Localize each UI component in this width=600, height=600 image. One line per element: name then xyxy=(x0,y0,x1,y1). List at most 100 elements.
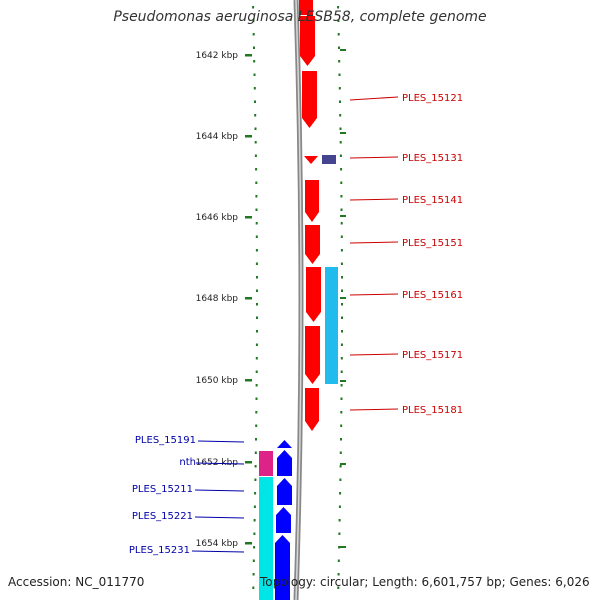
ruler-dot-left xyxy=(253,519,256,522)
ruler-dot-left xyxy=(254,100,256,103)
cds-arrow xyxy=(305,225,320,264)
ruler-dot-left xyxy=(252,33,255,36)
gene-label-left: PLES_15191 xyxy=(135,435,196,446)
ruler-dot-right xyxy=(340,168,343,171)
scale-tick xyxy=(245,461,252,464)
ruler-dot-right xyxy=(340,343,343,346)
ruler-dot-left xyxy=(252,573,255,576)
ruler-dot-left xyxy=(253,546,256,549)
ruler-dot-left xyxy=(254,465,257,468)
gene-label-left: PLES_15221 xyxy=(132,511,193,522)
ruler-dot-left xyxy=(254,141,257,144)
genome-title: Pseudomonas aeruginosa LESB58, complete … xyxy=(113,9,487,25)
gene-label-right: PLES_15121 xyxy=(402,93,463,104)
ruler-dash-right xyxy=(340,380,346,382)
ruler-dot-left xyxy=(252,586,255,589)
scale-tick-label: 1642 kbp xyxy=(196,51,239,61)
ruler-dot-left xyxy=(255,249,258,252)
scale-tick-label: 1648 kbp xyxy=(196,294,239,304)
ruler-dot-left xyxy=(255,438,257,441)
ruler-dot-left xyxy=(256,303,258,306)
feature-cyan xyxy=(259,477,273,600)
ruler-dot-left xyxy=(255,370,258,373)
ruler-dot-left xyxy=(255,357,258,360)
ruler-dot-left xyxy=(253,532,256,535)
gene-leader-line xyxy=(349,353,399,356)
cds-rev-arrow xyxy=(277,478,292,505)
ruler-dot-left xyxy=(255,424,258,427)
ruler-dot-right xyxy=(340,181,343,184)
ruler-dot-right xyxy=(341,303,343,306)
ruler-dot-left xyxy=(256,276,258,279)
ruler-dot-left xyxy=(255,168,258,171)
ruler-dot-left xyxy=(253,73,256,76)
gene-label-right: PLES_15161 xyxy=(402,290,463,301)
ruler-dash-right xyxy=(340,463,346,465)
ruler-dot-left xyxy=(255,384,258,387)
feature-magenta xyxy=(259,451,273,476)
ruler-dot-left xyxy=(254,492,257,495)
gene-leader-line xyxy=(194,489,245,492)
ruler-dot-right xyxy=(339,451,342,454)
feature-lightblue xyxy=(325,267,338,384)
cds-segment-top xyxy=(299,0,313,15)
scale-tick xyxy=(245,542,252,545)
scale-tick xyxy=(245,297,252,300)
ruler-dot-left xyxy=(253,46,255,49)
gene-label-right: PLES_15131 xyxy=(402,153,463,164)
cds-rev-arrow xyxy=(277,450,292,476)
ruler-dot-right xyxy=(340,208,343,211)
gene-leader-line xyxy=(194,516,245,519)
ruler-dot-right xyxy=(341,316,343,319)
ruler-dot-right xyxy=(338,73,341,76)
ruler-dot-right xyxy=(339,114,342,117)
ruler-dot-right xyxy=(339,492,342,495)
scale-tick xyxy=(245,54,252,57)
ruler-dash-right xyxy=(340,215,346,217)
cds-arrow xyxy=(300,16,315,66)
ruler-dot-left xyxy=(255,235,258,238)
ruler-dot-left xyxy=(255,181,258,184)
gene-label-right: PLES_15181 xyxy=(402,405,463,416)
cds-rev-arrow xyxy=(276,507,291,533)
ruler-dot-left xyxy=(255,397,258,400)
ruler-dot-right xyxy=(340,384,343,387)
ruler-dot-right xyxy=(339,141,342,144)
ruler-dot-right xyxy=(340,195,343,198)
ruler-dot-right xyxy=(338,519,341,522)
gene-label-right: PLES_15151 xyxy=(402,238,463,249)
ruler-dot-right xyxy=(339,154,342,157)
ruler-dot-right xyxy=(338,87,341,90)
ruler-dot-left xyxy=(255,208,258,211)
gene-label-left: nth xyxy=(179,457,196,468)
ruler-dot-left xyxy=(255,262,258,265)
ruler-dot-right xyxy=(338,60,341,63)
ruler-dot-left xyxy=(254,114,257,117)
ruler-dot-left xyxy=(254,478,257,481)
gene-label-right: PLES_15171 xyxy=(402,350,463,361)
ruler-dot-right xyxy=(340,357,343,360)
cds-rev-arrow xyxy=(275,535,290,600)
ruler-dot-right xyxy=(340,424,343,427)
ruler-dot-right xyxy=(337,19,340,22)
cds-arrow xyxy=(305,180,319,222)
ruler-dot-left xyxy=(254,127,257,130)
ruler-dot-left xyxy=(254,154,257,157)
ruler-dot-right xyxy=(337,33,340,36)
topology-label: Topology: circular; Length: 6,601,757 bp… xyxy=(260,575,590,589)
ruler-dash-right xyxy=(340,297,346,299)
ruler-dot-right xyxy=(340,438,342,441)
ruler-dot-right xyxy=(340,222,343,225)
gene-label-left: PLES_15231 xyxy=(129,545,190,556)
cds-arrow xyxy=(305,388,319,431)
ruler-dot-left xyxy=(255,195,258,198)
gene-leader-line xyxy=(349,241,399,244)
ruler-dot-right xyxy=(340,411,343,414)
ruler-dot-right xyxy=(338,505,341,508)
cds-small-arrow xyxy=(304,156,318,164)
genome-backbone-highlight xyxy=(295,0,302,600)
ruler-dot-right xyxy=(339,465,342,468)
gene-leader-line xyxy=(349,96,399,101)
